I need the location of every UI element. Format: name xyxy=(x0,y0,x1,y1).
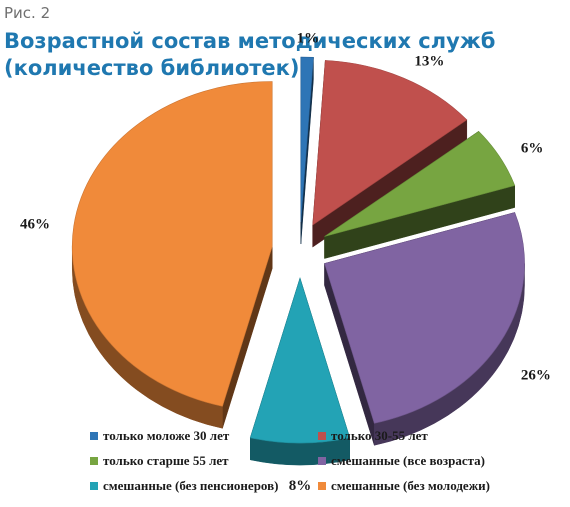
legend-swatch-4 xyxy=(318,457,326,465)
legend-item-3: только старше 55 лет xyxy=(90,453,229,468)
legend-swatch-1 xyxy=(90,432,98,440)
legend-swatch-3 xyxy=(90,457,98,465)
pie-slice-1 xyxy=(300,56,314,245)
slices-layer xyxy=(71,56,525,466)
legend-label-1: только моложе 30 лет xyxy=(103,428,230,443)
legend-swatch-6 xyxy=(318,482,326,490)
legend-item-1: только моложе 30 лет xyxy=(90,428,230,443)
legend-item-6: смешанные (без молодежи) xyxy=(318,478,490,493)
labels-layer: 1% 13% 6% 26% 8% 46% xyxy=(20,30,551,493)
legend-label-5: смешанные (без пенсионеров) xyxy=(103,478,278,493)
figure-label: Рис. 2 xyxy=(4,4,51,22)
data-label-2: 13% xyxy=(414,53,444,69)
legend-label-4: смешанные (все возраста) xyxy=(331,453,485,468)
data-label-6: 46% xyxy=(20,216,50,232)
chart-title-line-1: Возрастной состав методических служб xyxy=(4,29,496,53)
pie-slice-3 xyxy=(324,130,516,259)
legend-label-3: только старше 55 лет xyxy=(103,453,229,468)
legend-item-5: смешанные (без пенсионеров) xyxy=(90,478,278,493)
pie-slice-6 xyxy=(71,81,273,429)
chart-title: Возрастной состав методических служб (ко… xyxy=(4,28,544,82)
legend-label-6: смешанные (без молодежи) xyxy=(331,478,490,493)
legend-label-2: только 30-55 лет xyxy=(331,428,428,443)
data-label-4: 26% xyxy=(521,368,551,384)
data-label-5: 8% xyxy=(289,478,312,494)
chart-title-line-2: (количество библиотек) xyxy=(4,56,300,80)
data-label-3: 6% xyxy=(521,140,544,156)
legend-swatch-2 xyxy=(318,432,326,440)
pie-slice-5 xyxy=(249,276,351,466)
data-label-1: 1% xyxy=(297,30,320,46)
legend-swatch-5 xyxy=(90,482,98,490)
legend-item-4: смешанные (все возраста) xyxy=(318,453,485,468)
pie-slice-4 xyxy=(324,212,525,446)
legend: только моложе 30 лет только 30-55 лет толь… xyxy=(90,428,490,493)
legend-item-2: только 30-55 лет xyxy=(318,428,428,443)
